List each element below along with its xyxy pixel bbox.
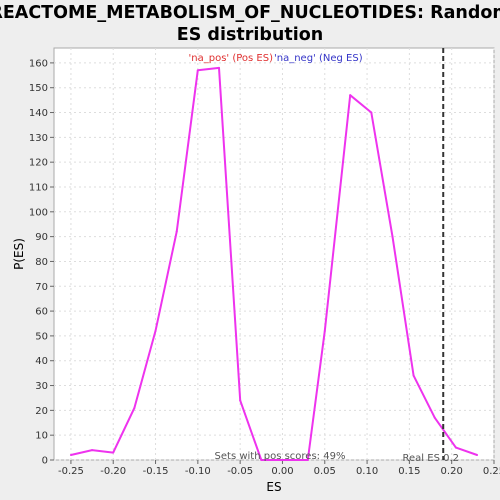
chart-title-line-1: REACTOME_METABOLISM_OF_NUCLEOTIDES: Rand…: [0, 3, 500, 23]
x-tick-label: 0.25: [483, 466, 500, 477]
x-tick-label: -0.05: [227, 466, 253, 477]
es-data-point: [91, 449, 94, 452]
y-tick-label: 50: [35, 331, 48, 342]
y-tick-label: 80: [35, 257, 48, 268]
y-tick-label: 40: [35, 356, 48, 367]
y-tick-label: 20: [35, 406, 48, 417]
y-tick-label: 0: [42, 456, 48, 467]
real-es-label: Real ES 0.2: [403, 453, 459, 464]
x-tick-label: -0.15: [143, 466, 169, 477]
y-axis-label: P(ES): [12, 238, 26, 270]
x-tick-label: -0.25: [58, 466, 84, 477]
legend-entry-neg: 'na_neg' (Neg ES): [274, 53, 363, 64]
x-tick-label: 0.00: [271, 466, 293, 477]
es-data-point: [133, 406, 136, 409]
es-data-point: [218, 66, 220, 69]
y-tick-label: 60: [35, 307, 48, 318]
y-tick-label: 10: [35, 431, 48, 442]
es-data-point: [370, 111, 373, 114]
y-tick-label: 120: [29, 158, 48, 169]
es-data-point: [476, 454, 479, 457]
y-tick-label: 130: [29, 133, 48, 144]
pos-scores-annotation: Sets with pos scores: 49%: [215, 451, 346, 462]
es-data-point: [112, 451, 115, 454]
es-data-point: [281, 459, 284, 461]
y-tick-label: 150: [29, 83, 48, 94]
x-tick-label: 0.10: [356, 466, 378, 477]
series-layer: [69, 66, 479, 461]
es-data-point: [69, 454, 72, 457]
y-tick-label: 140: [29, 108, 48, 119]
es-distribution-line: [70, 66, 478, 461]
y-tick-label: 70: [35, 282, 48, 293]
es-data-point: [412, 374, 415, 377]
plot-area: [53, 47, 495, 461]
x-axis-label: ES: [266, 480, 281, 494]
es-data-point: [154, 329, 157, 332]
x-tick-label: -0.10: [185, 466, 211, 477]
y-tick-label: 90: [35, 232, 48, 243]
es-data-point: [349, 94, 352, 97]
es-data-point: [433, 416, 436, 419]
x-tick-label: -0.20: [100, 466, 126, 477]
grid-lines: [54, 48, 495, 461]
x-tick-label: 0.15: [398, 466, 420, 477]
y-tick-label: 160: [29, 58, 48, 69]
x-tick-label: 0.20: [441, 466, 463, 477]
es-data-point: [391, 235, 394, 238]
es-data-point: [306, 459, 309, 461]
es-data-point: [175, 230, 178, 233]
es-data-point: [260, 459, 263, 461]
y-tick-label: 110: [29, 182, 48, 193]
y-tick-label: 100: [29, 207, 48, 218]
es-data-point: [323, 329, 326, 332]
y-tick-label: 30: [35, 381, 48, 392]
legend-entry-pos: 'na_pos' (Pos ES): [189, 53, 274, 64]
es-data-point: [239, 399, 242, 402]
chart-title-line-2: ES distribution: [177, 25, 323, 45]
axes: 0 10 20 30 40 50 60 70 80 90 100 110 120 130 140 150 160…: [29, 58, 500, 477]
es-data-point: [454, 446, 457, 449]
x-tick-label: 0.05: [314, 466, 336, 477]
es-data-point: [196, 69, 199, 72]
